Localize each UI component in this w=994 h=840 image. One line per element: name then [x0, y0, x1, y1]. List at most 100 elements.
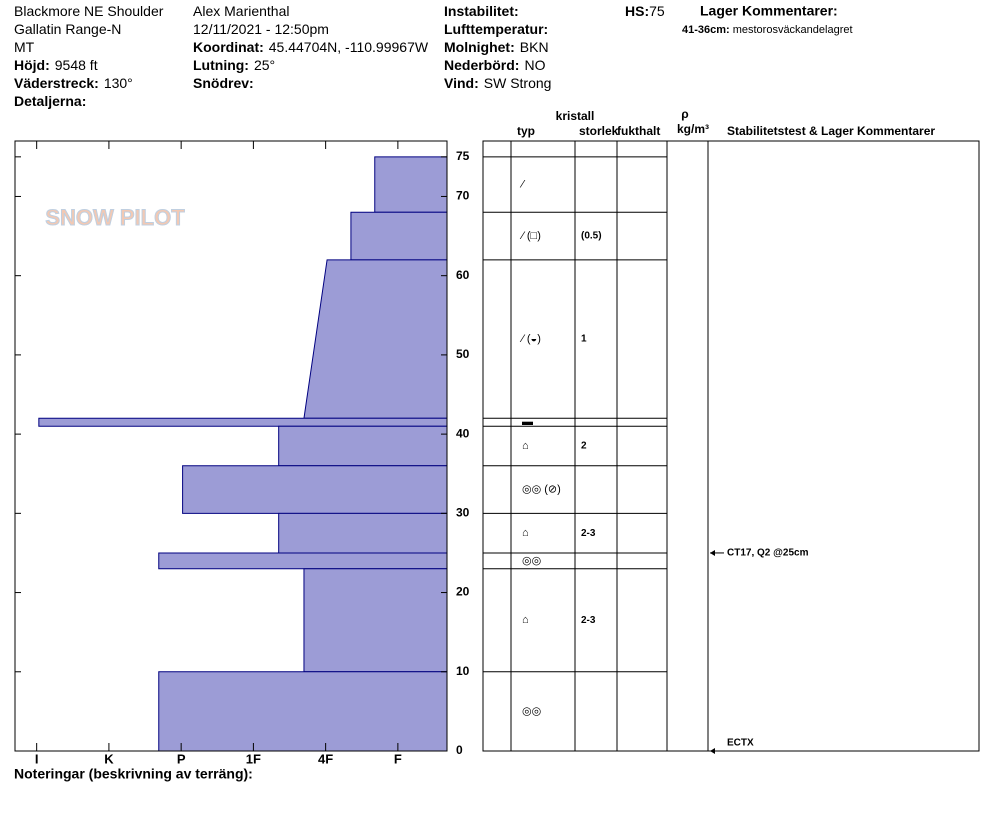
hardness-layer	[158, 552, 448, 570]
x-tick-label: K	[104, 751, 114, 766]
test-arrowhead	[710, 748, 715, 754]
crystal-size: 2	[581, 441, 587, 452]
header-label: Molnighet:	[444, 39, 515, 55]
crystal-size: 2-3	[581, 615, 596, 626]
hardness-layer	[350, 211, 448, 261]
header-field: Nederbörd: NO	[444, 57, 546, 73]
y-tick-label: 70	[456, 189, 470, 203]
header-field: Koordinat: 45.44704N, -110.99967W	[193, 39, 429, 55]
y-tick-label: 0	[456, 743, 463, 757]
header-field: Höjd: 9548 ft	[14, 57, 98, 73]
hardness-layer	[374, 156, 448, 213]
header-value: 45.44704N, -110.99967W	[269, 39, 429, 55]
table-header: storlek	[579, 124, 619, 138]
y-tick-label: 40	[456, 426, 470, 440]
crystal-type: ⌂	[522, 527, 529, 539]
header-value: NO	[524, 57, 545, 73]
header-label: Detaljerna:	[14, 93, 86, 109]
table-header: typ	[517, 124, 535, 138]
crystal-type: ⁄ (□)	[519, 230, 541, 242]
hardness-layer	[303, 259, 448, 419]
header-field: Väderstreck: 130°	[14, 75, 133, 91]
hs-label: HS:	[625, 3, 649, 19]
table-frame	[482, 140, 980, 752]
header-field: Blackmore NE Shoulder	[14, 3, 164, 19]
crystal-type: ⌂	[522, 614, 529, 626]
header-field: Lutning: 25°	[193, 57, 275, 73]
hs: HS:75	[625, 3, 665, 19]
y-tick-label: 50	[456, 347, 470, 361]
x-tick-label: 4F	[318, 751, 333, 766]
hardness-layer	[158, 671, 448, 752]
table-header: ρ	[681, 107, 688, 121]
crystal-type: ◎◎ (⊘)	[522, 483, 561, 495]
crystal-size: 1	[581, 334, 587, 345]
table-header: fukthalt	[617, 124, 660, 138]
test-arrowhead	[710, 549, 715, 556]
header-field: Gallatin Range-N	[14, 21, 121, 37]
x-tick-label: F	[394, 751, 402, 766]
header-field: Detaljerna:	[14, 93, 86, 109]
hardness-layer	[38, 417, 448, 427]
header-field: Instabilitet:	[444, 3, 519, 19]
y-tick-label: 30	[456, 506, 470, 520]
y-tick-label: 60	[456, 268, 470, 282]
header-label: Höjd:	[14, 57, 50, 73]
test-label: CT17, Q2 @25cm	[727, 548, 809, 559]
table-header: kristall	[556, 109, 595, 123]
y-tick-label: 75	[456, 149, 470, 163]
crystal-type: ⁄ (◒)	[519, 333, 541, 345]
x-tick-label: I	[35, 751, 39, 766]
header-text: Blackmore NE Shoulder	[14, 3, 164, 19]
footer-note: Noteringar (beskrivning av terräng):	[14, 766, 253, 782]
header-label: Väderstreck:	[14, 75, 99, 91]
header-value: SW Strong	[484, 75, 552, 91]
y-tick-label: 10	[456, 664, 470, 678]
crystal-type: ▬	[522, 416, 533, 428]
x-tick-label: P	[177, 751, 186, 766]
hardness-layer	[303, 568, 448, 673]
header-value: BKN	[520, 39, 549, 55]
header-label: Lufttemperatur:	[444, 21, 548, 37]
header-label: Snödrev:	[193, 75, 254, 91]
crystal-type: ⌂	[522, 440, 529, 452]
x-tick-label: 1F	[246, 751, 261, 766]
header-field: Snödrev:	[193, 75, 254, 91]
header-value: 130°	[104, 75, 133, 91]
crystal-type: ◎◎	[522, 705, 541, 717]
logo: SNOW PILOT	[45, 205, 185, 230]
header-field: Lufttemperatur:	[444, 21, 548, 37]
header-label: Nederbörd:	[444, 57, 519, 73]
table-header: kg/m³	[677, 122, 709, 136]
table-header: Stabilitetstest & Lager Kommentarer	[727, 124, 935, 138]
layer-comment-label: 41-36cm:	[682, 24, 730, 36]
header-text: Gallatin Range-N	[14, 21, 121, 37]
header-value: 9548 ft	[55, 57, 98, 73]
hardness-layer	[182, 465, 448, 514]
layer-comments-title: Lager Kommentarer:	[700, 3, 838, 19]
hardness-layer	[278, 512, 448, 554]
layer-comment-text: mestorosväckandelagret	[733, 24, 853, 36]
y-tick-label: 20	[456, 585, 470, 599]
header-text: 12/11/2021 - 12:50pm	[193, 21, 329, 37]
crystal-size: 2-3	[581, 528, 596, 539]
crystal-type: ◎◎	[522, 555, 541, 567]
test-label: ECTX	[727, 738, 754, 749]
header-label: Lutning:	[193, 57, 249, 73]
header-label: Koordinat:	[193, 39, 264, 55]
header-field: Vind: SW Strong	[444, 75, 551, 91]
header-field: MT	[14, 39, 35, 55]
header-field: 12/11/2021 - 12:50pm	[193, 21, 329, 37]
header-field: Molnighet: BKN	[444, 39, 549, 55]
header-value: 25°	[254, 57, 275, 73]
hardness-layer	[278, 425, 448, 467]
header-field: Alex Marienthal	[193, 3, 290, 19]
header-text: MT	[14, 39, 35, 55]
header-text: Alex Marienthal	[193, 3, 290, 19]
crystal-type: ⁄	[519, 178, 526, 190]
header-label: Instabilitet:	[444, 3, 519, 19]
layer-comment: 41-36cm: mestorosväckandelagret	[682, 24, 853, 36]
header-label: Vind:	[444, 75, 479, 91]
profile-frame	[14, 140, 448, 752]
